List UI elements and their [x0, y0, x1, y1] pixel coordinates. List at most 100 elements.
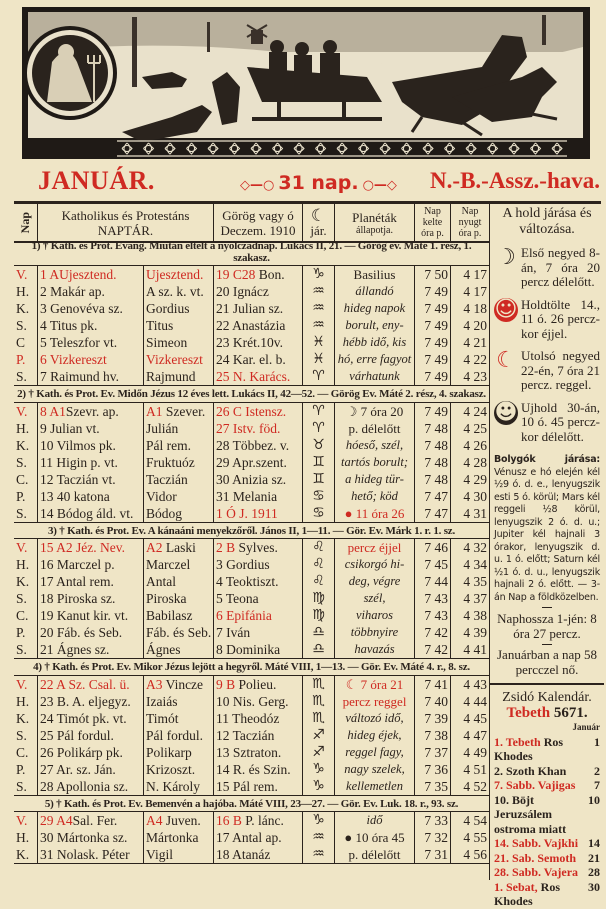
- catholic-cell: 14 Bódog áld. vt.: [38, 504, 144, 522]
- sunrise-cell: 7 46: [415, 539, 451, 556]
- greek-text: 4 Teoktiszt.: [216, 574, 279, 589]
- protestant-text: Piroska: [146, 591, 187, 606]
- header-sunset-l1: Nap: [461, 206, 479, 217]
- day-row: S. 25 Pál fordul. Pál fordul. 12 Taczián ♐︎ h…: [14, 726, 489, 744]
- weekday-cell: H.: [14, 556, 38, 573]
- protestant-cell: Pál fordul.: [144, 726, 214, 744]
- catholic-text: 18 Piroska sz.: [40, 591, 116, 606]
- greek-text: 17 Antal ap.: [216, 830, 282, 845]
- weather-cell: Basilius: [335, 266, 415, 283]
- greek-text: 3 Gordius: [216, 557, 270, 572]
- protestant-red-text: Vizkereszt: [146, 352, 203, 367]
- weather-red-text: percz éjjel: [347, 540, 402, 555]
- pisces-icon: ♓︎: [303, 351, 335, 368]
- greek-cell: 13 Sztraton.: [214, 743, 303, 761]
- sunrise-cell: 7 40: [415, 692, 451, 710]
- weather-red-text: 11 óra 26: [355, 505, 405, 521]
- sunrise-cell: 7 49: [415, 368, 451, 385]
- jewish-entry-day: 7: [594, 778, 600, 792]
- moon-phase-item: ☺ Holdtölte 14., 11 ó. 26 percz-kor éjjel…: [494, 296, 600, 342]
- header-day-label: Nap: [18, 211, 32, 234]
- catholic-red-text: 6 Vizkereszt: [40, 352, 107, 367]
- sunset-cell: 4 28: [463, 454, 487, 470]
- sunset-cell: 4 34: [463, 557, 487, 572]
- day-row: V. 1 AUjesztend. Ujesztend. 19 C28 Bon. ♑︎ Ba…: [14, 266, 489, 283]
- sunset-cell: 4 17: [463, 267, 487, 282]
- divider: [490, 683, 604, 685]
- greek-cell: 25 N. Karács.: [214, 368, 303, 385]
- day-row: S. 28 Apollonia sz. N. Károly 15 Pál rem. ♑︎…: [14, 777, 489, 795]
- sunrise-cell: 7 49: [415, 334, 451, 351]
- catholic-cell: 22 A Sz. Csal. ü.: [38, 675, 144, 693]
- day-growth: Januárban a nap 58 percczel nő.: [497, 647, 597, 677]
- flower-ornament: [229, 142, 241, 155]
- moon-phases: ☽ Első negyed 8-án, 7 óra 20 percz délelő…: [494, 245, 600, 444]
- greek-cell: 11 Theodóz: [214, 709, 303, 727]
- catholic-text: 13 40 katona: [40, 488, 110, 504]
- weather-text: p. délelőtt: [348, 847, 401, 862]
- protestant-cell: Mártonka: [144, 829, 214, 846]
- flower-ornament: [444, 142, 456, 155]
- protestant-text: Julián: [146, 420, 179, 436]
- header-planets-line2: állapotja.: [356, 224, 393, 236]
- weekday-cell: S.: [14, 504, 38, 522]
- ornamental-border: [117, 140, 567, 157]
- aries-icon: ♈︎: [303, 402, 335, 420]
- day-row: S. 14 Bódog áld. vt. Bódog 1 Ó J. 1911 ♋︎ ● 1…: [14, 504, 489, 522]
- catholic-cell: 21 Ágnes sz.: [38, 641, 144, 658]
- greek-cell: 9 B Polieu.: [214, 675, 303, 693]
- weekday-cell: V.: [14, 539, 38, 556]
- flower-ornament-band: [121, 142, 563, 155]
- winter-sleigh-illustration: [22, 7, 590, 159]
- greek-cell: 31 Melania: [214, 487, 303, 505]
- month-alt-name: N.-B.-Assz.-hava.: [430, 168, 600, 193]
- flower-ornament: [551, 142, 563, 155]
- greek-cell: 26 C Istensz.: [214, 402, 303, 420]
- jewish-heading: Zsidó Kalendár.: [502, 690, 592, 705]
- sunset-cell: 4 44: [463, 693, 487, 709]
- weekday-cell: P.: [14, 487, 38, 505]
- protestant-cell: A2 Laski: [144, 539, 214, 556]
- gospel-reading: 3) † Kath. és Prot. Ev. A kánaáni menyek…: [14, 525, 489, 539]
- sunrise-cell: 7 49: [415, 351, 451, 368]
- week-block: V. 22 A Sz. Csal. ü. A3 Vincze 9 B Polieu. ♏…: [14, 675, 489, 796]
- pisces-icon: ♓︎: [303, 334, 335, 351]
- catholic-cell: 4 Titus pk.: [38, 317, 144, 334]
- weekday-text: C.: [16, 471, 29, 487]
- moon-phase-text: Holdtölte 14., 11 ó. 26 percz-kor éjjel.: [521, 296, 600, 341]
- sunset-cell: 4 23: [463, 369, 487, 384]
- windmill-icon: [246, 24, 268, 44]
- jewish-entry-text: 10. Böjt Jeruzsálem ostroma miatt: [494, 792, 567, 836]
- protestant-text: Mártonka: [146, 830, 199, 845]
- sagittarius-icon: ♐︎: [303, 726, 335, 744]
- catholic-cell: 2 Makár ap.: [38, 283, 144, 300]
- catholic-cell: 16 Marczel p.: [38, 556, 144, 573]
- protestant-red-text: A3: [146, 676, 163, 692]
- greek-cell: 4 Teoktiszt.: [214, 573, 303, 590]
- weekday-cell: H.: [14, 829, 38, 846]
- flower-ornament: [465, 142, 477, 155]
- weekday-cell: V.: [14, 266, 38, 283]
- day-row: K. 31 Nolask. Péter Vigil 18 Atanáz ♒︎ p. dél…: [14, 846, 489, 863]
- jewish-entry: 1. Sebat, Ros Khodes 30: [494, 880, 600, 909]
- weekday-cell: K.: [14, 573, 38, 590]
- divider: [542, 644, 552, 645]
- weather-text: borult, eny-: [345, 318, 404, 332]
- day-row: S. 18 Piroska sz. Piroska 5 Teona ♍︎ szél, 7 4…: [14, 590, 489, 607]
- first-quarter-moon-icon: ☽: [496, 245, 516, 270]
- header-catholic-line1: Katholikus és Protestáns: [61, 207, 190, 223]
- greek-red-text: 2 B: [216, 540, 236, 555]
- weekday-cell: S.: [14, 453, 38, 471]
- catholic-text: 5 Teleszfor vt.: [40, 335, 118, 350]
- weekday-text: P.: [16, 625, 26, 640]
- protestant-cell: Ujesztend.: [144, 266, 214, 283]
- weekday-cell: C.: [14, 470, 38, 488]
- jewish-entry-red-text: 21. Sab. Semoth: [494, 850, 577, 865]
- jewish-entry-text: 2. Szoth Khan: [494, 763, 567, 778]
- jewish-entry-day: 28: [588, 865, 600, 879]
- jewish-entry-label: 7. Sabb. Vajigas: [494, 778, 575, 793]
- sunset-cell: 4 25: [463, 420, 487, 436]
- jewish-entry-text: Ros Khodes: [494, 734, 564, 764]
- protestant-text: Taczián: [146, 471, 188, 487]
- protestant-text: A sz. k. vt.: [146, 284, 204, 299]
